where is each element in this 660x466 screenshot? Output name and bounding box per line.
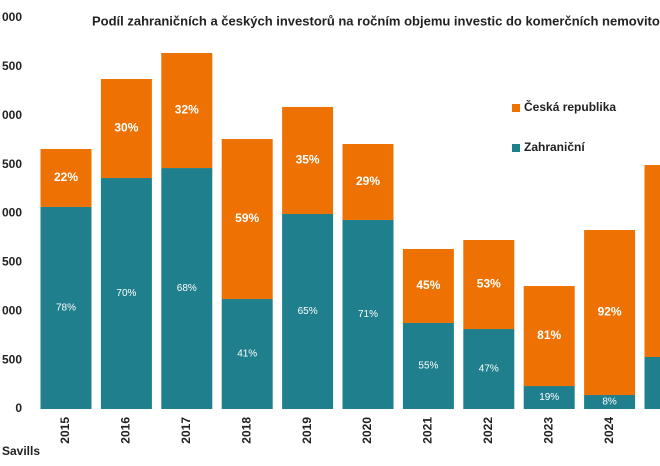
bar-segment <box>523 286 575 387</box>
x-tick-label: 2021 <box>421 417 435 444</box>
chart-title: Podíl zahraničních a českých investorů n… <box>92 13 660 28</box>
bar-segment <box>342 219 394 409</box>
data-label: 45% <box>416 278 440 292</box>
source: Savills <box>2 444 40 458</box>
data-label: 71% <box>358 309 378 320</box>
bar-segment <box>161 52 213 169</box>
legend-swatch <box>512 104 520 112</box>
data-label: 65% <box>298 306 318 317</box>
data-label: 53% <box>477 277 501 291</box>
data-label: 70% <box>116 288 136 299</box>
y-tick-label: 500 <box>2 255 22 269</box>
bar-segment <box>342 143 394 220</box>
data-label: 55% <box>418 361 438 372</box>
data-label: 19% <box>539 392 559 403</box>
x-tick-label: 2017 <box>179 417 193 444</box>
legend-label: Česká republika <box>524 99 616 114</box>
legend-label: Zahraniční <box>524 140 585 154</box>
bar-segment <box>644 165 660 357</box>
y-tick-label: 500 <box>2 59 22 73</box>
data-label: 29% <box>356 174 380 188</box>
x-tick-label: 2020 <box>360 417 374 444</box>
bar-segment <box>584 230 636 396</box>
y-tick-label: 500 <box>2 157 22 171</box>
bar-segment <box>402 248 454 323</box>
bar-segment <box>463 329 515 409</box>
bar-segment <box>100 178 152 409</box>
bar-segment <box>100 78 152 179</box>
bar-segment <box>402 322 454 409</box>
y-tick-label: 000 <box>2 206 22 220</box>
data-label: 41% <box>237 349 257 360</box>
y-tick-label: 000 <box>2 108 22 122</box>
data-label: 68% <box>177 283 197 294</box>
bar-segment <box>282 106 334 214</box>
x-tick-label: 2023 <box>541 417 555 444</box>
y-tick-label: 000 <box>2 303 22 317</box>
bar-segment <box>221 139 273 300</box>
data-label: 92% <box>598 305 622 319</box>
bar-segment <box>584 395 636 409</box>
data-label: 47% <box>479 364 499 375</box>
x-tick-label: 2015 <box>58 417 72 444</box>
bar-segment <box>644 356 660 409</box>
y-tick-label: 0 <box>15 401 22 415</box>
y-tick-label: 000 <box>2 10 22 24</box>
legend-swatch <box>512 144 520 152</box>
bar-segment <box>463 239 515 330</box>
y-tick-label: 500 <box>2 352 22 366</box>
data-label: 78% <box>56 303 76 314</box>
x-tick-label: 2022 <box>481 417 495 444</box>
x-tick-label: 2016 <box>119 417 133 444</box>
data-label: 30% <box>114 121 138 135</box>
bar-segment <box>40 148 92 207</box>
bar-segment <box>161 168 213 409</box>
data-label: 22% <box>54 170 78 184</box>
bar-segment <box>40 206 92 409</box>
data-label: 8% <box>602 397 617 408</box>
x-tick-label: 2018 <box>239 417 253 444</box>
bar-segment <box>221 299 273 409</box>
bar-segment <box>282 213 334 409</box>
data-label: 59% <box>235 211 259 225</box>
bar-segment <box>523 386 575 409</box>
data-label: 32% <box>175 103 199 117</box>
data-label: 81% <box>537 328 561 342</box>
x-tick-label: 2024 <box>602 417 616 444</box>
data-label: 35% <box>296 153 320 167</box>
x-tick-label: 2019 <box>300 417 314 444</box>
